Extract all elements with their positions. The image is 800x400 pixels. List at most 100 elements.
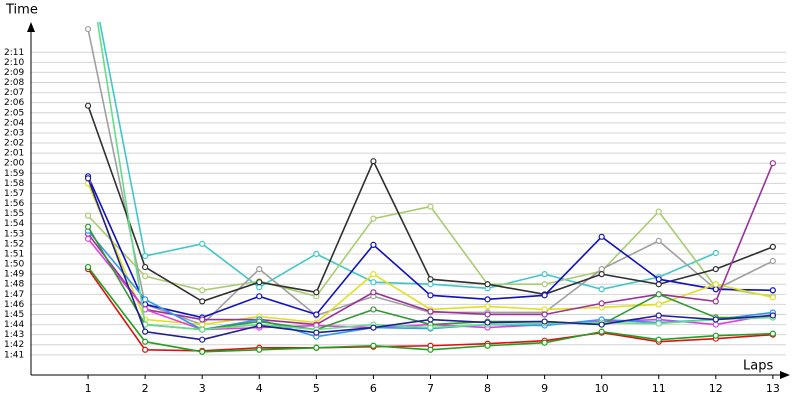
- point: [199, 348, 206, 355]
- point: [199, 321, 206, 328]
- point: [370, 324, 377, 331]
- series-line: [98, 22, 717, 291]
- y-tick-label: 1:49: [4, 270, 24, 280]
- point: [256, 346, 263, 353]
- point: [484, 303, 491, 310]
- point: [84, 25, 92, 33]
- y-tick-label: 2:07: [4, 88, 24, 98]
- point: [427, 281, 434, 288]
- point: [370, 241, 377, 248]
- y-tick-label: 2:01: [4, 149, 24, 159]
- point: [142, 338, 149, 345]
- x-axis-arrow: [780, 371, 790, 379]
- y-tick-label: 1:42: [4, 340, 24, 350]
- x-tick-label: 4: [256, 382, 263, 395]
- point: [655, 312, 662, 319]
- point: [541, 281, 548, 288]
- point: [142, 273, 149, 280]
- point: [199, 336, 206, 343]
- x-tick-label: 13: [766, 382, 780, 395]
- point: [541, 318, 548, 325]
- x-tick-label: 8: [484, 382, 491, 395]
- point: [769, 330, 776, 337]
- point: [484, 342, 491, 349]
- x-tick-label: 2: [142, 382, 149, 395]
- point: [598, 321, 605, 328]
- y-tick-label: 1:43: [4, 330, 24, 340]
- point: [370, 158, 377, 165]
- point: [256, 266, 263, 273]
- point: [541, 306, 548, 313]
- y-tick-label: 2:11: [4, 48, 24, 58]
- y-axis-arrow: [27, 22, 35, 32]
- point: [313, 250, 320, 258]
- point: [370, 342, 377, 349]
- point: [427, 308, 434, 315]
- point: [427, 203, 434, 210]
- point: [541, 271, 548, 278]
- x-tick-label: 5: [313, 382, 320, 395]
- point: [199, 326, 206, 333]
- y-tick-label: 2:00: [4, 159, 24, 169]
- point: [484, 319, 491, 326]
- point: [655, 291, 662, 298]
- y-axis-label: Time: [5, 3, 38, 18]
- point: [541, 339, 548, 346]
- point: [712, 281, 719, 288]
- point: [655, 237, 662, 244]
- x-tick-label: 7: [427, 382, 434, 395]
- y-tick-label: 2:03: [4, 128, 24, 138]
- point: [370, 306, 377, 313]
- y-tick-label: 1:48: [4, 280, 24, 290]
- point: [598, 271, 605, 278]
- point: [769, 257, 776, 265]
- y-tick-label: 1:58: [4, 179, 24, 189]
- point: [427, 316, 434, 323]
- point: [598, 266, 605, 273]
- point: [598, 233, 605, 240]
- y-tick-label: 1:47: [4, 290, 24, 300]
- x-tick-label: 6: [370, 382, 377, 395]
- point: [84, 235, 92, 242]
- point: [484, 281, 491, 288]
- point: [484, 311, 491, 318]
- y-tick-label: 1:41: [4, 350, 24, 360]
- x-axis-label: Laps: [743, 359, 773, 374]
- point: [313, 344, 320, 351]
- point: [712, 332, 719, 339]
- y-tick-label: 1:52: [4, 239, 24, 249]
- point: [313, 311, 320, 318]
- y-tick-label: 1:45: [4, 310, 24, 320]
- point: [541, 292, 548, 299]
- point: [199, 240, 206, 247]
- point: [769, 160, 776, 167]
- x-tick-label: 12: [709, 382, 723, 395]
- point: [769, 287, 776, 294]
- x-tick-label: 3: [199, 382, 206, 395]
- y-tick-label: 1:56: [4, 199, 24, 209]
- y-tick-label: 1:50: [4, 260, 24, 270]
- y-tick-label: 2:04: [4, 118, 24, 128]
- point: [256, 279, 263, 286]
- x-tick-label: 10: [595, 382, 609, 395]
- point: [712, 321, 719, 328]
- y-tick-label: 1:59: [4, 169, 24, 179]
- point: [199, 316, 206, 323]
- point: [199, 298, 206, 305]
- point: [655, 301, 662, 308]
- y-tick-label: 1:53: [4, 229, 24, 239]
- y-tick-label: 2:10: [4, 58, 24, 68]
- point: [370, 289, 377, 296]
- point: [370, 279, 377, 286]
- point: [712, 266, 719, 273]
- y-tick-label: 2:06: [4, 98, 24, 108]
- y-tick-label: 1:57: [4, 189, 24, 199]
- point: [712, 286, 719, 293]
- point: [769, 243, 776, 251]
- point: [199, 287, 206, 294]
- y-tick-label: 2:05: [4, 108, 24, 118]
- point: [142, 296, 149, 303]
- point: [655, 336, 662, 343]
- point: [712, 249, 719, 257]
- point: [655, 281, 662, 288]
